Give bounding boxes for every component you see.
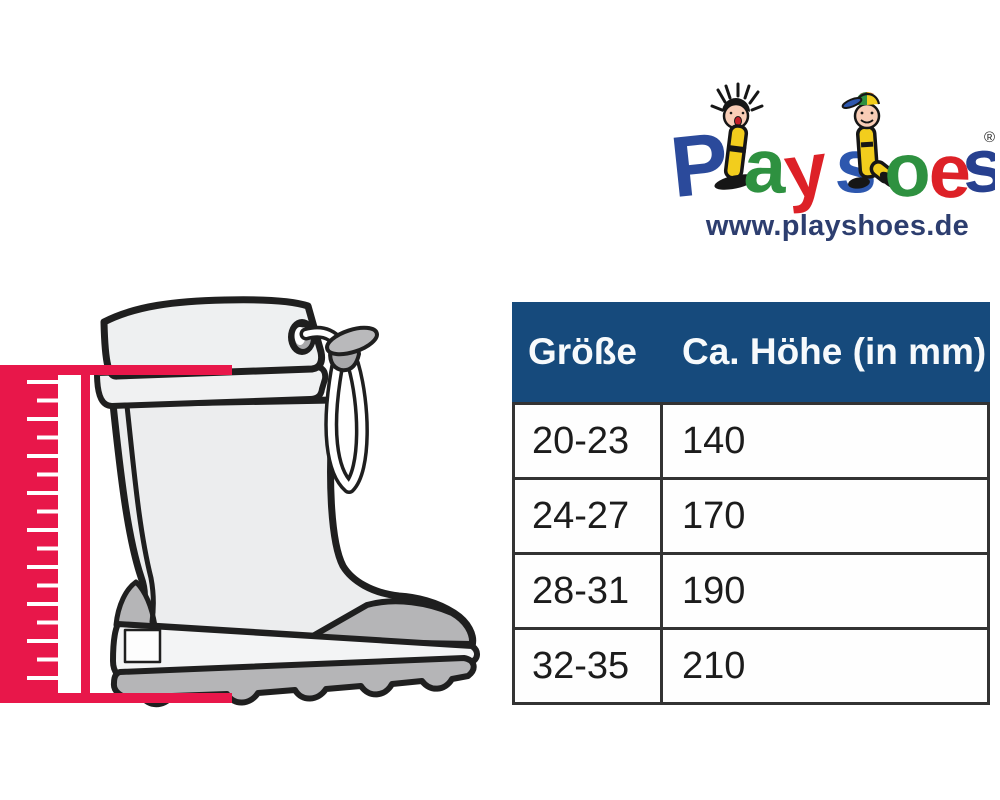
playshoes-logo: P a y s	[666, 82, 995, 216]
boot-inner-contour	[124, 403, 156, 625]
ruler-tick	[37, 583, 58, 588]
ruler-tick	[27, 491, 58, 495]
ruler-tick	[37, 509, 58, 514]
ruler-tick	[27, 417, 58, 421]
ruler-tick	[27, 676, 58, 680]
cord-toggle	[325, 325, 379, 373]
cell-height: 140	[682, 419, 746, 462]
ruler-tick	[37, 546, 58, 551]
logo-letter: e	[927, 128, 972, 214]
velcro-patch	[123, 628, 162, 664]
registered-mark: ®	[984, 129, 995, 146]
ruler-tick	[27, 380, 58, 384]
measurement-bottom-line	[0, 693, 232, 703]
cord-loop-core	[327, 358, 366, 491]
logo-letter: P	[666, 115, 733, 216]
ruler-tick	[27, 639, 58, 643]
table-row: 20-23 140	[515, 402, 987, 477]
ruler-tick	[37, 472, 58, 477]
cell-height: 210	[682, 644, 746, 687]
logo-letter: y	[780, 126, 832, 216]
table-header-row: Größe Ca. Höhe (in mm)	[512, 302, 990, 402]
cell-size: 24-27	[515, 480, 663, 552]
logo-letter: s	[959, 122, 995, 210]
ruler-tick	[37, 398, 58, 403]
table-row: 24-27 170	[515, 477, 987, 552]
ruler	[0, 365, 232, 703]
measurement-top-line	[0, 365, 232, 375]
cell-height: 190	[682, 569, 746, 612]
ruler-tick	[37, 435, 58, 440]
ruler-tick	[27, 602, 58, 606]
size-chart-table: Größe Ca. Höhe (in mm) 20-23 140 24-27 1…	[512, 302, 990, 705]
boy-character-icon	[841, 92, 899, 189]
table-row: 32-35 210	[515, 627, 987, 702]
ruler-tick	[37, 657, 58, 662]
website-url: www.playshoes.de	[705, 210, 970, 242]
table-row: 28-31 190	[515, 552, 987, 627]
ruler-tick	[27, 454, 58, 458]
ruler-tick	[37, 620, 58, 625]
rain-boot-illustration	[94, 296, 480, 708]
toe-cap	[301, 598, 476, 647]
ruler-tick	[27, 565, 58, 569]
cell-size: 32-35	[515, 630, 663, 702]
header-col-height: Ca. Höhe (in mm)	[682, 331, 987, 372]
logo-letter: a	[742, 123, 788, 209]
table-body: 20-23 140 24-27 170 28-31 190 32-35 210	[512, 402, 990, 705]
header-col-size: Größe	[528, 331, 637, 372]
ruler-bar	[0, 365, 58, 703]
cell-size: 20-23	[515, 405, 663, 477]
cell-height: 170	[682, 494, 746, 537]
logo-letter: o	[883, 127, 932, 214]
girl-character-icon	[710, 82, 764, 190]
cell-size: 28-31	[515, 555, 663, 627]
boot-cuff	[100, 296, 326, 380]
ruler-tick	[27, 528, 58, 532]
measurement-vertical-line	[81, 365, 90, 703]
